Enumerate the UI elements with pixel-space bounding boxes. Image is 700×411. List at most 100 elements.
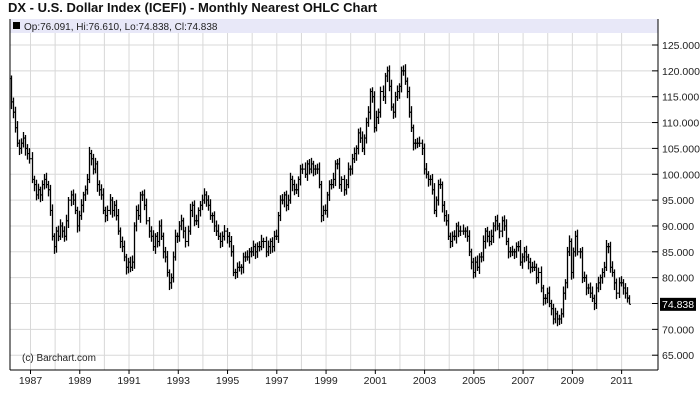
ohlc-bar xyxy=(148,217,151,238)
ohlc-bar xyxy=(63,226,66,242)
ohlc-bar xyxy=(26,144,29,160)
ohlc-bar xyxy=(160,219,163,240)
ohlc-bar xyxy=(304,162,307,178)
ohlc-bar xyxy=(260,234,263,251)
ohlc-bar xyxy=(388,65,391,92)
ohlc-bar xyxy=(20,138,23,154)
ohlc-bar xyxy=(595,283,598,309)
x-tick-label: 1999 xyxy=(314,375,338,387)
ohlc-bar xyxy=(382,85,385,101)
x-tick-label: 2007 xyxy=(511,375,535,387)
ohlc-bar xyxy=(365,117,368,144)
ohlc-bar xyxy=(139,191,142,223)
ohlc-bar xyxy=(248,248,251,264)
ohlc-bar xyxy=(533,260,536,272)
ohlc-bar xyxy=(256,242,259,258)
ohlc-bar xyxy=(236,262,239,278)
ohlc-bar xyxy=(418,136,421,147)
ohlc-bar xyxy=(414,138,417,150)
ohlc-bar xyxy=(164,246,167,263)
ohlc-bar xyxy=(308,159,311,175)
ohlc-bar xyxy=(605,239,608,272)
ohlc-bar xyxy=(412,124,415,151)
ohlc-bar xyxy=(90,149,93,166)
ohlc-bar xyxy=(135,205,138,232)
grid xyxy=(10,33,658,370)
ohlc-bar xyxy=(106,205,109,222)
ohlc-bar xyxy=(527,253,530,270)
ohlc-bar xyxy=(464,227,467,238)
ohlc-bar xyxy=(275,229,278,240)
x-tick-label: 2009 xyxy=(561,375,585,387)
ohlc-bar xyxy=(443,200,446,222)
last-price-label: 74.838 xyxy=(662,299,694,311)
ohlc-bar xyxy=(41,180,44,201)
ohlc-bar xyxy=(628,295,631,305)
ohlc-bar xyxy=(457,221,460,238)
x-tick-label: 1989 xyxy=(68,375,92,387)
last-price-box xyxy=(660,297,696,311)
x-tick-label: 2001 xyxy=(364,375,388,387)
ohlc-bar xyxy=(492,222,495,243)
ohlc-bar xyxy=(84,185,87,201)
ohlc-bar xyxy=(61,222,64,238)
x-tick-label: 1995 xyxy=(216,375,240,387)
ohlc-bar xyxy=(92,153,95,175)
ohlc-bar xyxy=(287,194,290,211)
ohlc-bar xyxy=(576,229,579,256)
ohlc-bar xyxy=(184,226,187,248)
ohlc-bar xyxy=(86,173,89,195)
ohlc-bar xyxy=(262,237,265,249)
ohlc-bar xyxy=(285,190,288,212)
ohlc-bar xyxy=(223,225,226,241)
ohlc-bar xyxy=(113,200,116,217)
ohlc-bar xyxy=(544,294,547,305)
ohlc-bar xyxy=(568,235,571,257)
ohlc-bar xyxy=(593,294,596,311)
ohlc-bar xyxy=(215,220,218,236)
ohlc-bar xyxy=(453,230,456,241)
ohlc-bar xyxy=(254,243,257,260)
ohlc-bar xyxy=(615,278,618,300)
ohlc-bar xyxy=(279,195,282,222)
ohlc-bar xyxy=(556,310,559,327)
ohlc-bar xyxy=(150,226,153,242)
y-tick-label: 120.000 xyxy=(662,66,700,78)
ohlc-bar xyxy=(156,232,159,248)
ohlc-bar xyxy=(201,194,204,211)
ohlc-bar xyxy=(437,179,440,206)
ohlc-bar xyxy=(291,175,294,192)
ohlc-bar xyxy=(392,103,395,119)
ohlc-bar xyxy=(67,196,70,229)
y-tick-label: 125.000 xyxy=(662,40,700,52)
ohlc-bar xyxy=(213,211,216,233)
ohlc-bar xyxy=(193,200,196,227)
legend-square-icon xyxy=(13,22,20,29)
ohlc-bar xyxy=(560,308,563,324)
ohlc-bar xyxy=(232,245,235,277)
ohlc-bar xyxy=(281,194,284,205)
ohlc-bar xyxy=(525,245,528,262)
ohlc-bar xyxy=(306,160,309,181)
ohlc-bar xyxy=(141,190,144,201)
ohlc-bar xyxy=(289,172,292,204)
ohlc-bar xyxy=(558,314,561,326)
x-tick-label: 2003 xyxy=(413,375,437,387)
ohlc-bar xyxy=(98,180,101,196)
ohlc-bar xyxy=(537,267,540,284)
ohlc-bar xyxy=(228,232,231,248)
ohlc-bar xyxy=(295,183,298,195)
ohlc-bar xyxy=(486,226,489,243)
ohlc-bar xyxy=(476,255,479,272)
y-tick-label: 85.000 xyxy=(662,247,694,259)
ohlc-bar xyxy=(425,163,428,179)
ohlc-bar xyxy=(242,252,245,274)
ohlc-bar xyxy=(18,139,21,156)
ohlc-bar xyxy=(386,66,389,83)
ohlc-bar xyxy=(310,157,313,174)
ohlc-bar xyxy=(199,200,202,217)
header-band xyxy=(10,19,658,33)
ohlc-bar xyxy=(404,64,407,85)
y-tick-label: 80.000 xyxy=(662,273,694,285)
